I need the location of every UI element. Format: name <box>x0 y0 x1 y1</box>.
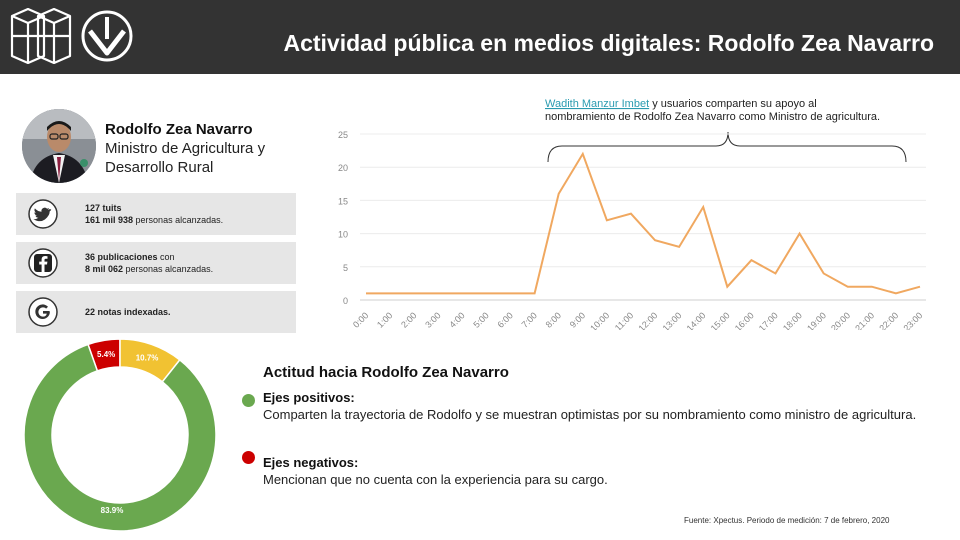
x-tick-label: 1:00 <box>375 310 394 329</box>
x-tick-label: 11:00 <box>613 310 636 330</box>
y-tick-label: 20 <box>338 163 348 173</box>
donut-slice <box>23 343 217 532</box>
chart-annotation-line2: nombramiento de Rodolfo Zea Navarro como… <box>545 111 880 123</box>
x-tick-label: 19:00 <box>805 310 828 330</box>
x-tick-label: 4:00 <box>447 310 466 329</box>
negative-heading: Ejes negativos: <box>263 455 359 470</box>
cube-logo-icon <box>10 8 72 64</box>
positive-body: Comparten la trayectoria de Rodolfo y se… <box>263 407 917 422</box>
annotation-brace <box>547 131 907 163</box>
facebook-stat-card: 36 publicaciones con 8 mil 062 personas … <box>16 242 296 284</box>
x-tick-label: 12:00 <box>636 310 659 330</box>
x-tick-label: 21:00 <box>853 310 876 330</box>
x-tick-label: 2:00 <box>399 310 418 329</box>
facebook-icon <box>28 248 58 278</box>
positive-heading: Ejes positivos: <box>263 390 355 405</box>
x-tick-label: 20:00 <box>829 310 852 330</box>
x-tick-label: 10:00 <box>588 310 611 330</box>
twitter-stat-card: 127 tuits 161 mil 938 personas alcanzada… <box>16 193 296 235</box>
negative-bullet <box>242 451 255 464</box>
source-note: Fuente: Xpectus. Periodo de medición: 7 … <box>684 516 890 525</box>
hourly-activity-chart: Wadith Manzur Imbet y usuarios comparten… <box>338 98 926 330</box>
google-stat-card: 22 notas indexadas. <box>16 291 296 333</box>
chart-annotation-line1: Wadith Manzur Imbet y usuarios comparten… <box>545 98 817 110</box>
annotation-link[interactable]: Wadith Manzur Imbet <box>545 98 649 110</box>
x-tick-label: 17:00 <box>757 310 780 330</box>
attitude-title: Actitud hacia Rodolfo Zea Navarro <box>263 364 509 381</box>
positive-bullet <box>242 394 255 407</box>
x-tick-label: 13:00 <box>661 310 684 330</box>
x-tick-label: 14:00 <box>685 310 708 330</box>
facebook-stat-text: 36 publicaciones con 8 mil 062 personas … <box>85 252 214 274</box>
x-tick-label: 8:00 <box>544 310 563 329</box>
series-line <box>366 151 921 295</box>
brand-logo-icon <box>81 10 133 62</box>
y-tick-label: 10 <box>338 230 348 240</box>
donut-data-label: 5.4% <box>97 350 115 359</box>
x-tick-label: 6:00 <box>495 310 514 329</box>
google-icon <box>28 297 58 327</box>
y-tick-label: 5 <box>343 263 348 273</box>
x-tick-label: 15:00 <box>709 310 732 330</box>
page-title: Actividad pública en medios digitales: R… <box>283 30 934 56</box>
y-tick-label: 15 <box>338 196 348 206</box>
donut-data-label: 83.9% <box>101 506 124 515</box>
google-stat-text: 22 notas indexadas. <box>85 307 171 317</box>
x-tick-label: 9:00 <box>568 310 587 329</box>
x-tick-label: 3:00 <box>423 310 442 329</box>
x-tick-label: 0:00 <box>351 310 370 329</box>
x-tick-label: 5:00 <box>471 310 490 329</box>
profile-name: Rodolfo Zea Navarro <box>105 121 253 138</box>
twitter-icon <box>28 199 58 229</box>
header-bar: Actividad pública en medios digitales: R… <box>0 0 960 74</box>
negative-body: Mencionan que no cuenta con la experienc… <box>263 472 608 487</box>
avatar <box>22 109 96 183</box>
y-tick-label: 0 <box>343 296 348 306</box>
profile-role: Ministro de Agricultura y Desarrollo Rur… <box>105 140 266 176</box>
x-tick-label: 18:00 <box>781 310 804 330</box>
x-tick-label: 7:00 <box>520 310 539 329</box>
x-tick-label: 16:00 <box>733 310 756 330</box>
x-tick-label: 23:00 <box>901 310 924 330</box>
donut-data-label: 10.7% <box>136 354 159 363</box>
sentiment-donut-chart: 5.4% 10.7% 83.9% <box>23 338 217 532</box>
twitter-stat-text: 127 tuits 161 mil 938 personas alcanzada… <box>85 203 224 225</box>
x-tick-label: 22:00 <box>877 310 900 330</box>
y-tick-label: 25 <box>338 130 348 140</box>
